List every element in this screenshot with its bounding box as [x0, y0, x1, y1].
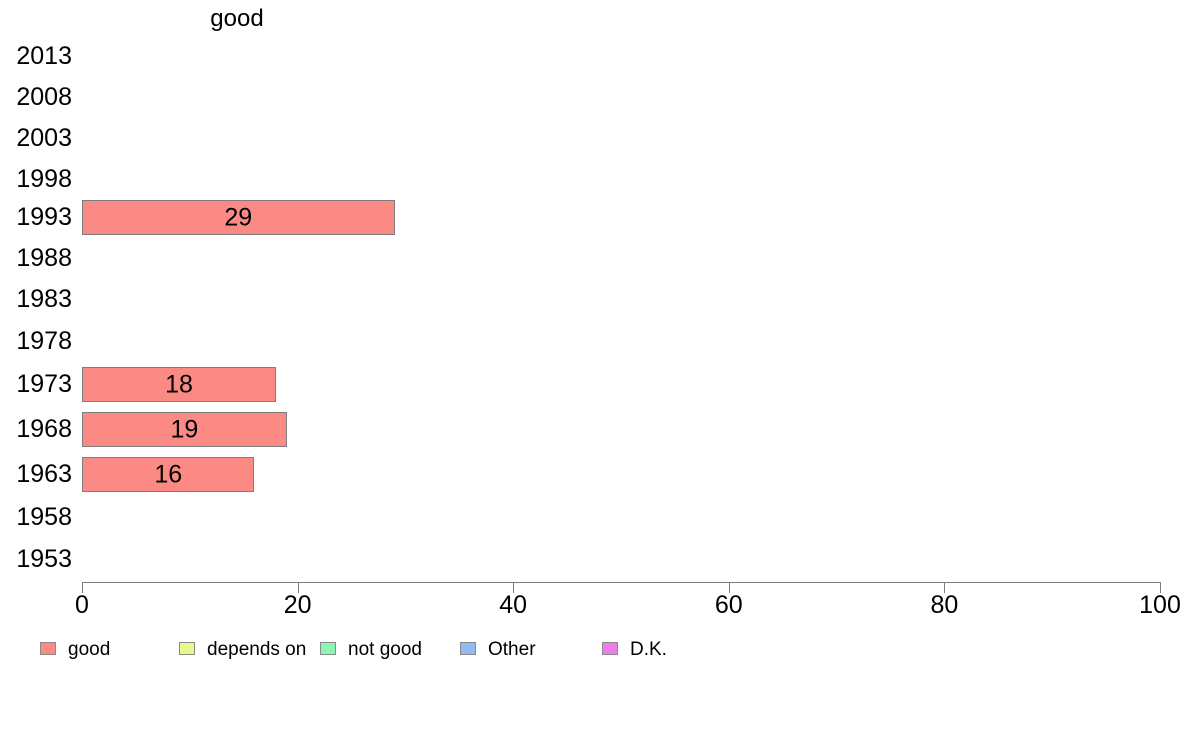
legend-label: Other	[488, 639, 536, 660]
y-axis-label: 1953	[16, 545, 72, 573]
y-axis-label: 1993	[16, 203, 72, 231]
legend-label: not good	[348, 639, 422, 660]
y-axis-label: 1998	[16, 165, 72, 193]
x-axis-tick-label: 100	[1139, 591, 1181, 619]
legend-swatch	[179, 642, 195, 655]
x-axis-tick	[82, 582, 83, 593]
x-axis-tick	[728, 582, 730, 593]
x-axis-line	[82, 582, 1160, 583]
legend-label: depends on	[207, 639, 307, 660]
legend-label: good	[68, 639, 111, 660]
y-axis-label: 1978	[16, 327, 72, 355]
legend-swatch	[602, 642, 618, 655]
y-axis-label: 2013	[16, 42, 72, 70]
legend-swatch	[460, 642, 476, 655]
x-axis-tick	[297, 582, 299, 593]
x-axis-tick-label: 0	[75, 591, 89, 619]
x-axis-tick	[944, 582, 946, 593]
bar-value-label: 16	[154, 460, 183, 489]
bar-value-label: 19	[170, 415, 199, 444]
bar-value-label: 18	[165, 370, 193, 399]
legend-label: D.K.	[630, 639, 667, 660]
y-axis-label: 2003	[16, 124, 72, 152]
y-axis-label: 1963	[16, 460, 72, 488]
y-axis-label: 1983	[16, 285, 72, 313]
x-axis-tick-label: 80	[930, 591, 959, 619]
bar-value-label: 29	[224, 203, 253, 232]
legend-swatch	[40, 642, 56, 655]
y-axis-label: 1973	[16, 370, 72, 398]
y-axis-label: 1958	[16, 503, 72, 531]
legend-swatch	[320, 642, 336, 655]
x-axis-tick-label: 60	[714, 591, 743, 619]
y-axis-label: 1988	[16, 244, 72, 272]
bar	[82, 456, 255, 492]
bar	[82, 411, 287, 447]
x-axis-tick	[1160, 582, 1161, 593]
chart-title: good	[210, 5, 264, 32]
bar	[82, 366, 277, 402]
x-axis-tick	[513, 582, 515, 593]
y-axis-label: 2008	[16, 83, 72, 111]
y-axis-label: 1968	[16, 415, 72, 443]
x-axis-tick-label: 40	[499, 591, 528, 619]
x-axis-tick-label: 20	[283, 591, 312, 619]
bar	[82, 199, 395, 235]
